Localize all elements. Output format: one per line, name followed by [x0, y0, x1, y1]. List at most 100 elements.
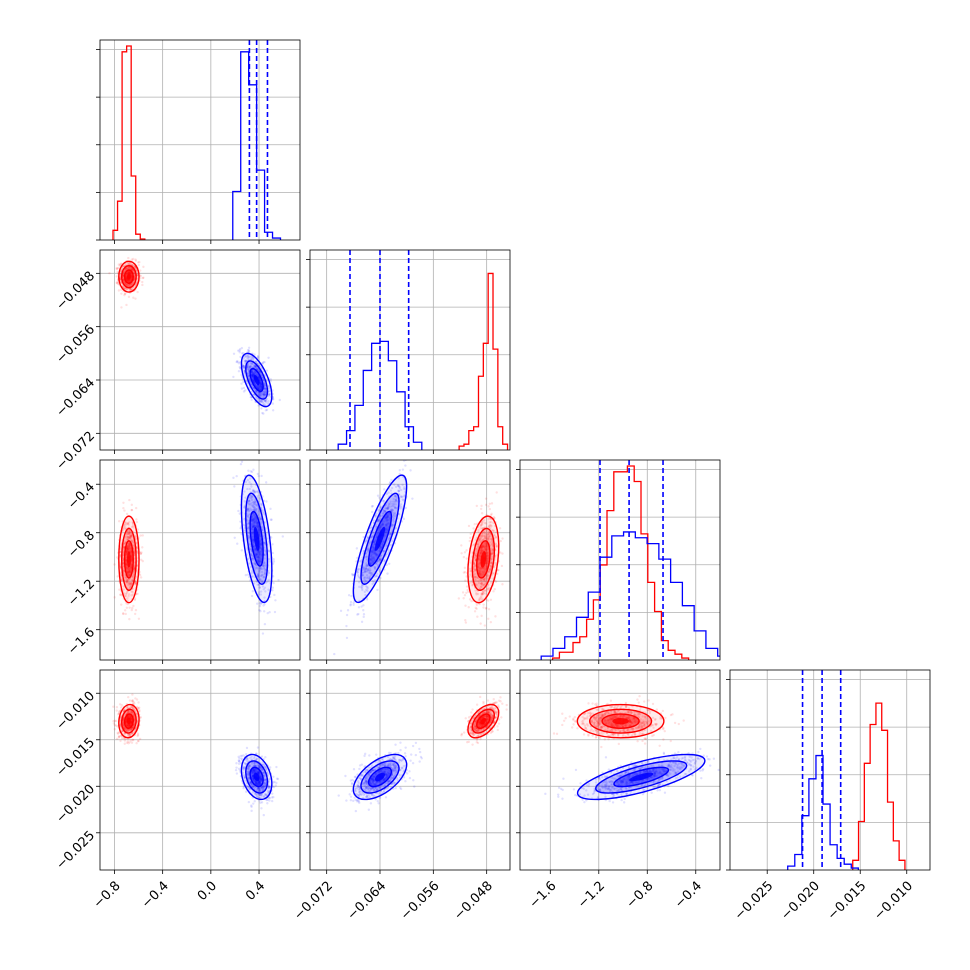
- scatter-point: [259, 393, 263, 396]
- scatter-point: [259, 388, 262, 391]
- histogram-red: [458, 272, 509, 450]
- scatter-point: [246, 354, 249, 358]
- scatter-point: [259, 550, 263, 554]
- scatter-point: [127, 582, 130, 585]
- scatter-point: [357, 581, 361, 584]
- scatter-point: [132, 570, 136, 573]
- scatter-point: [473, 556, 477, 560]
- scatter-point: [126, 571, 130, 574]
- scatter-point: [477, 563, 480, 567]
- scatter-point: [251, 518, 255, 521]
- scatter-point: [473, 568, 476, 571]
- scatter-point: [260, 525, 264, 528]
- scatter-point: [127, 742, 130, 745]
- scatter-point: [243, 517, 246, 521]
- scatter-point: [121, 561, 125, 564]
- scatter-point: [263, 391, 267, 394]
- scatter-point: [269, 536, 273, 539]
- scatter-point: [251, 558, 254, 561]
- scatter-point: [263, 393, 267, 397]
- scatter-point: [232, 476, 235, 480]
- scatter-point: [131, 700, 134, 703]
- scatter-point: [131, 539, 134, 543]
- panel-frame: [99, 39, 301, 241]
- scatter-point: [128, 586, 132, 589]
- scatter-point: [256, 575, 260, 578]
- scatter-point: [254, 553, 257, 556]
- scatter-point: [366, 549, 369, 552]
- scatter-point: [256, 386, 259, 390]
- scatter-point: [485, 606, 488, 610]
- scatter-point: [462, 597, 465, 600]
- scatter-point: [236, 542, 239, 545]
- scatter-point: [258, 569, 262, 572]
- scatter-point: [271, 589, 274, 592]
- scatter-point: [123, 609, 127, 612]
- scatter-point: [480, 547, 483, 550]
- scatter-point: [253, 500, 257, 504]
- scatter-point: [121, 612, 125, 615]
- scatter-point: [247, 499, 251, 502]
- scatter-point: [250, 518, 254, 521]
- scatter-point: [122, 506, 125, 510]
- scatter-point: [127, 593, 131, 596]
- scatter-point: [142, 276, 145, 279]
- scatter-point: [489, 598, 493, 602]
- scatter-point: [253, 388, 257, 392]
- scatter-point: [232, 375, 235, 379]
- scatter-point: [253, 524, 257, 528]
- scatter-point: [484, 522, 488, 525]
- scatter-point: [258, 393, 261, 396]
- scatter-point: [257, 583, 261, 586]
- scatter-point: [271, 543, 274, 546]
- scatter-point: [125, 565, 128, 569]
- scatter-point: [475, 592, 478, 595]
- scatter-point: [120, 704, 124, 707]
- scatter-point: [260, 407, 263, 410]
- scatter-point: [141, 534, 144, 537]
- scatter-point: [480, 585, 483, 588]
- scatter-point: [250, 470, 254, 474]
- scatter-point: [476, 592, 480, 596]
- scatter-point: [262, 402, 265, 405]
- scatter-point: [397, 490, 401, 493]
- scatter-point: [256, 553, 259, 556]
- scatter-point: [480, 573, 484, 577]
- scatter-point: [262, 564, 265, 567]
- scatter-point: [252, 501, 255, 504]
- scatter-point: [486, 537, 489, 540]
- scatter-point: [470, 581, 473, 584]
- scatter-point: [486, 553, 490, 557]
- scatter-point: [141, 280, 144, 284]
- scatter-point: [255, 385, 259, 388]
- scatter-point: [259, 558, 263, 561]
- scatter-point: [260, 553, 263, 557]
- scatter-point: [251, 556, 254, 560]
- scatter-point: [362, 604, 365, 607]
- scatter-point: [251, 373, 254, 377]
- scatter-point: [266, 580, 269, 583]
- scatter-point: [256, 525, 259, 528]
- scatter-point: [129, 271, 132, 275]
- scatter-point: [130, 258, 134, 261]
- y-tick-label: −0.4: [65, 480, 98, 513]
- scatter-point: [362, 613, 366, 616]
- scatter-point: [489, 517, 493, 521]
- scatter-point: [263, 389, 267, 392]
- scatter-point: [356, 571, 359, 574]
- scatter-point: [256, 556, 260, 559]
- scatter-point: [130, 535, 133, 539]
- scatter-point: [258, 550, 261, 553]
- scatter-point: [134, 583, 137, 586]
- scatter-point: [495, 545, 499, 548]
- scatter-point: [260, 400, 263, 403]
- scatter-point: [127, 532, 131, 536]
- scatter-point: [246, 357, 249, 360]
- scatter-point: [131, 575, 135, 578]
- scatter-point: [125, 566, 128, 570]
- scatter-point: [485, 561, 489, 565]
- scatter-point: [130, 557, 133, 560]
- scatter-point: [125, 277, 128, 280]
- scatter-point: [139, 276, 142, 280]
- scatter-point: [267, 558, 271, 561]
